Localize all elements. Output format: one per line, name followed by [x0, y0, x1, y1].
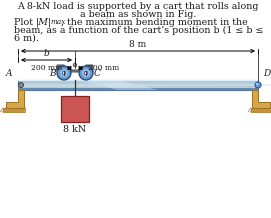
Polygon shape	[252, 90, 270, 108]
Circle shape	[84, 71, 88, 75]
Circle shape	[82, 69, 90, 77]
Polygon shape	[57, 65, 93, 72]
Circle shape	[73, 63, 77, 67]
Text: B: B	[49, 69, 56, 78]
Polygon shape	[6, 90, 24, 108]
Text: 6 m).: 6 m).	[14, 34, 39, 43]
Text: |M|: |M|	[36, 18, 52, 27]
Circle shape	[57, 66, 71, 80]
Polygon shape	[18, 80, 258, 90]
Circle shape	[18, 82, 24, 87]
Text: a beam as shown in Fig.: a beam as shown in Fig.	[80, 10, 196, 19]
Text: , the maximum bending moment in the: , the maximum bending moment in the	[61, 18, 248, 27]
Text: C: C	[94, 69, 101, 78]
Circle shape	[255, 82, 261, 88]
Text: beam, as a function of the cart’s position b (1 ≤ b ≤: beam, as a function of the cart’s positi…	[14, 26, 263, 35]
Text: A: A	[6, 69, 12, 78]
Text: D: D	[263, 69, 270, 78]
Circle shape	[62, 71, 66, 75]
Text: b: b	[44, 49, 49, 58]
Text: 200 mm: 200 mm	[88, 64, 119, 72]
Text: 8 kN: 8 kN	[63, 125, 86, 134]
Circle shape	[60, 69, 68, 77]
Text: A 8-kN load is supported by a cart that rolls along: A 8-kN load is supported by a cart that …	[17, 2, 259, 11]
Circle shape	[256, 83, 258, 85]
Polygon shape	[18, 84, 271, 87]
Polygon shape	[18, 80, 258, 82]
Bar	[251, 108, 271, 112]
Text: 200 mm: 200 mm	[31, 64, 62, 72]
Text: 8 m: 8 m	[129, 40, 147, 49]
Text: max: max	[50, 18, 65, 26]
Bar	[61, 96, 89, 122]
Text: Plot: Plot	[14, 18, 36, 27]
Polygon shape	[78, 80, 158, 90]
Bar	[3, 108, 25, 112]
Polygon shape	[18, 88, 258, 90]
Circle shape	[79, 66, 93, 80]
